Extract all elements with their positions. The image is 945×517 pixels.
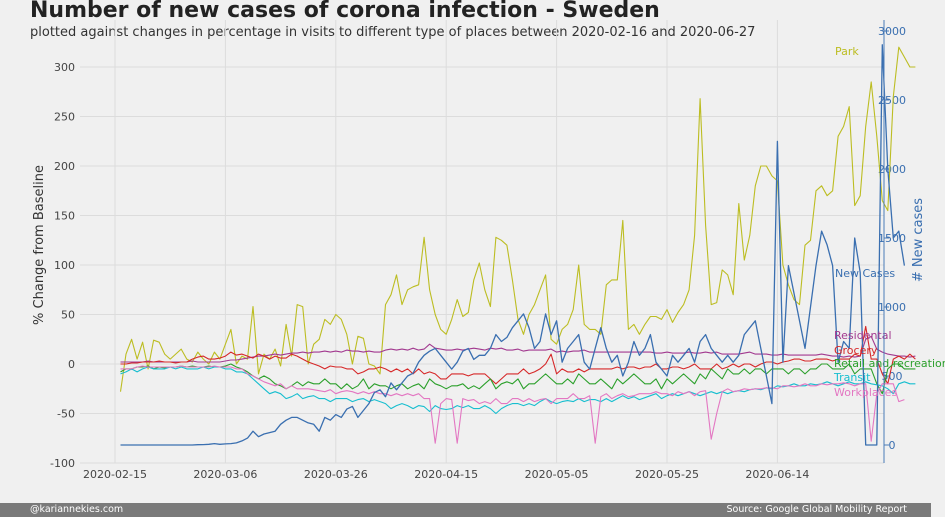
footer-bar: @kariannekies.com Source: Google Global … [0, 503, 931, 517]
x-tick-label: 2020-06-14 [745, 468, 809, 481]
y-tick-label: 50 [61, 309, 75, 322]
series-label-retail-and-recreation: Retail and recreation [834, 357, 945, 370]
y-tick-label: -50 [57, 408, 75, 421]
series-label-workplaces: Workplaces [834, 386, 897, 399]
x-tick-label: 2020-02-15 [83, 468, 147, 481]
x-tick-label: 2020-03-26 [304, 468, 368, 481]
series-line-workplaces [120, 365, 905, 444]
series-line-transit [120, 366, 916, 415]
grid [80, 20, 884, 464]
series-label-transit: Transit [833, 371, 871, 384]
y2-tick-label: 2000 [878, 163, 906, 176]
y2-tick-label: 1000 [878, 301, 906, 314]
left-axis-ticks: -100 -50 0 50 100 150 200 250 300 [50, 61, 75, 470]
y2-tick-label: 0 [889, 439, 896, 452]
series-line-park [119, 46, 916, 392]
series-label-new-cases: New Cases [835, 267, 895, 280]
y-tick-label: 250 [54, 111, 75, 124]
chart-title: Number of new cases of corona infection … [30, 0, 660, 23]
y-tick-label: 150 [54, 210, 75, 223]
series-label-residental: Residental [834, 329, 892, 342]
x-tick-label: 2020-03-06 [193, 468, 257, 481]
y2-tick-label: 3000 [878, 25, 906, 38]
series-line-new-cases [120, 44, 906, 446]
footer-credit: @kariannekies.com [30, 504, 124, 515]
x-tick-label: 2020-05-05 [525, 468, 589, 481]
y-tick-label: 200 [54, 160, 75, 173]
series-line-residental [120, 335, 916, 363]
y-tick-label: 100 [54, 259, 75, 272]
x-axis-ticks: 2020-02-15 2020-03-06 2020-03-26 2020-04-15… [83, 468, 809, 481]
series-lines [119, 44, 916, 446]
y-tick-label: 300 [54, 61, 75, 74]
series-label-park: Park [835, 45, 859, 58]
y2-axis-label: # New cases [911, 198, 926, 282]
x-tick-label: 2020-04-15 [414, 468, 478, 481]
footer-source: Source: Google Global Mobility Report [726, 504, 907, 515]
y-tick-label: -100 [50, 457, 75, 470]
series-label-grocery: Grocery [834, 344, 878, 357]
y2-tick-label: 1500 [878, 232, 906, 245]
x-tick-label: 2020-05-25 [635, 468, 699, 481]
chart-subtitle: plotted against changes in percentage in… [30, 25, 756, 40]
y-axis-label: % Change from Baseline [32, 165, 47, 325]
y-tick-label: 0 [68, 358, 75, 371]
